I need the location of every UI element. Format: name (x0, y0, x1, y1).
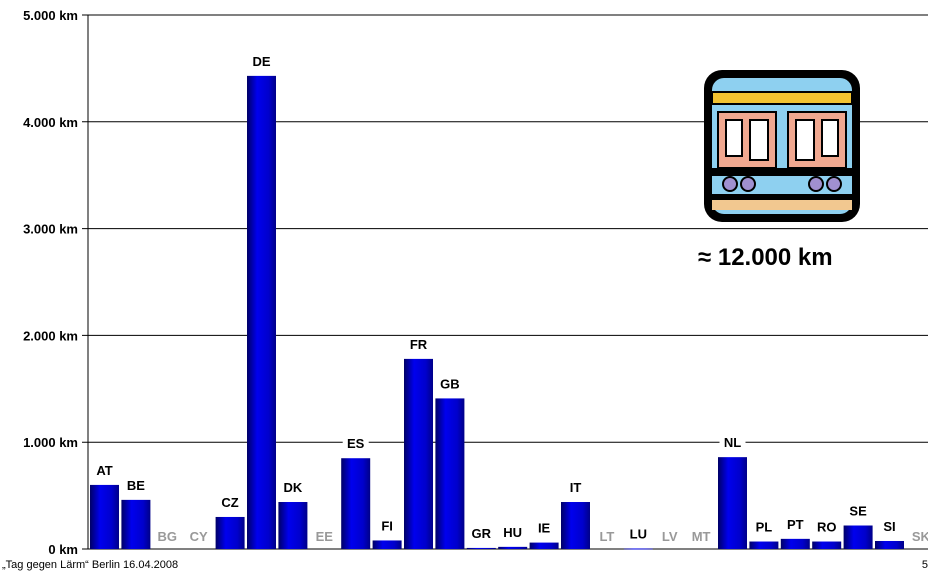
bar-gr (466, 547, 496, 549)
category-label-de: DE (252, 54, 270, 69)
category-label-si: SI (883, 519, 895, 534)
label-background (593, 529, 620, 544)
bar-pt (780, 538, 810, 549)
train-car-icon (704, 70, 860, 222)
label-background (750, 519, 777, 535)
total-length-annotation: ≈ 12.000 km (698, 244, 833, 271)
category-label-bg: BG (158, 529, 178, 544)
category-label-pt: PT (787, 517, 804, 532)
bar-it (561, 502, 590, 549)
bar-gb (435, 398, 465, 549)
y-tick-label: 3.000 km (23, 222, 78, 237)
y-tick-label: 0 km (48, 542, 78, 557)
y-tick-label: 1.000 km (23, 435, 78, 450)
label-background (154, 529, 181, 544)
category-label-hu: HU (503, 525, 522, 540)
label-background (436, 376, 463, 392)
label-background (279, 480, 306, 496)
label-background (122, 477, 149, 493)
category-label-mt: MT (692, 529, 711, 544)
label-background (217, 494, 244, 510)
category-label-es: ES (347, 436, 365, 451)
bar-ro (812, 541, 842, 549)
category-label-ie: IE (538, 521, 551, 536)
label-background (656, 529, 683, 544)
bar-ie (529, 542, 559, 549)
bar-de (247, 75, 276, 549)
bar-be (121, 499, 151, 549)
y-axis-ticks: 0 km 1.000 km 2.000 km 3.000 km 4.000 km 5.00… (23, 8, 78, 557)
label-background (468, 525, 495, 541)
label-background (248, 53, 275, 69)
label-background (531, 520, 558, 536)
bar-at (90, 484, 119, 549)
category-label-se: SE (849, 504, 867, 519)
footer-text: „Tag gegen Lärm“ Berlin 16.04.2008 (2, 559, 179, 571)
label-background (499, 524, 526, 540)
label-background (185, 529, 212, 544)
bar-lu (623, 548, 653, 550)
label-background (782, 516, 809, 532)
label-background (625, 526, 652, 542)
category-label-fr: FR (410, 337, 428, 352)
bar-fr (404, 358, 433, 549)
bar-fi (372, 540, 402, 549)
bar-se (843, 525, 873, 549)
bar-cz (215, 516, 245, 549)
category-labels: AT BE BG CY CZ DE DK EE ES FI FR GB GR HU IE IT LT LU LV MT… (91, 53, 928, 544)
category-label-gr: GR (472, 526, 492, 541)
label-background (876, 518, 903, 534)
category-label-cz: CZ (221, 495, 238, 510)
category-label-cy: CY (190, 529, 208, 544)
label-background (91, 462, 118, 478)
bar-si (875, 540, 904, 549)
category-label-ro: RO (817, 520, 837, 535)
category-label-nl: NL (724, 435, 741, 450)
page-number: 5 (921, 559, 928, 571)
label-background (311, 529, 338, 544)
label-background (719, 435, 746, 451)
bars (90, 75, 904, 550)
category-label-fi: FI (381, 518, 393, 533)
category-label-dk: DK (284, 480, 303, 495)
label-background (342, 436, 369, 452)
label-background (374, 518, 401, 534)
bar-pl (749, 541, 779, 549)
label-background (405, 336, 432, 352)
bar-es (341, 458, 371, 549)
category-label-ee: EE (316, 529, 334, 544)
category-label-it: IT (570, 480, 582, 495)
bar-hu (498, 546, 528, 549)
y-tick-label: 5.000 km (23, 8, 78, 23)
y-tick-label: 2.000 km (23, 328, 78, 343)
label-background (562, 480, 589, 496)
category-label-lu: LU (630, 526, 647, 541)
label-background (688, 529, 715, 544)
label-background (907, 529, 928, 544)
bar-nl (718, 457, 747, 549)
category-label-gb: GB (440, 376, 460, 391)
category-label-be: BE (127, 478, 145, 493)
label-background (845, 503, 872, 519)
y-tick-label: 4.000 km (23, 115, 78, 130)
label-background (813, 519, 840, 535)
category-label-at: AT (96, 463, 112, 478)
category-label-lv: LV (662, 529, 678, 544)
category-label-sk: SK (912, 529, 928, 544)
bar-dk (278, 502, 308, 549)
category-label-pl: PL (756, 520, 773, 535)
category-label-lt: LT (599, 529, 614, 544)
